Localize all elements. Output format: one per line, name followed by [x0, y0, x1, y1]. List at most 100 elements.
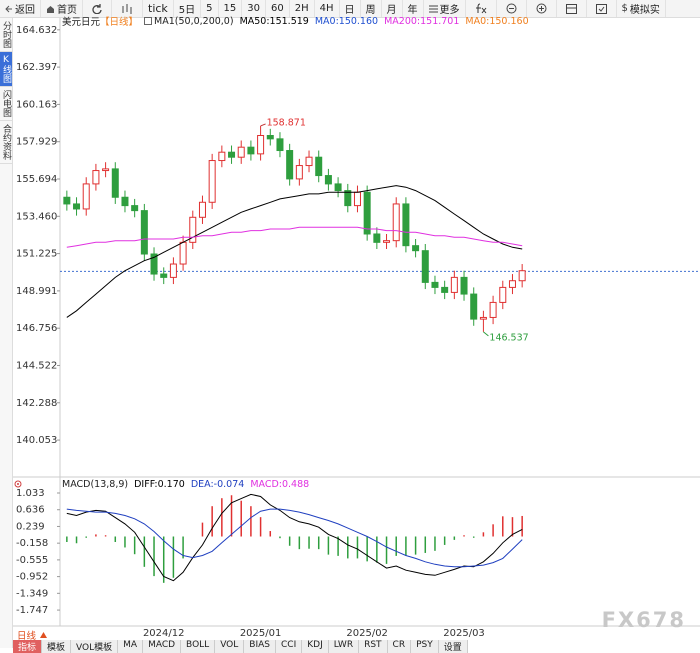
y-tick-label: 153.460 — [16, 211, 57, 222]
period-button[interactable]: 月 — [382, 0, 403, 17]
period-button[interactable]: 60 — [266, 0, 290, 17]
y-tick-label: 140.053 — [16, 435, 57, 446]
period-button[interactable]: 年 — [403, 0, 424, 17]
macd-icon — [14, 480, 22, 488]
period-label: 【日线】 — [100, 17, 139, 28]
macd-line — [66, 508, 523, 568]
more-button[interactable]: 更多 — [424, 0, 466, 17]
y-tick-label: -1.747 — [16, 605, 48, 616]
sidebar-tab[interactable]: 合约资料 — [0, 121, 12, 164]
period-button[interactable]: 5日 — [174, 0, 202, 17]
low-annotation: 146.537 — [489, 332, 528, 343]
y-tick-label: -0.555 — [16, 555, 48, 566]
button-label: 年 — [407, 5, 418, 16]
indicator-tab[interactable]: 设置 — [438, 640, 468, 653]
indicator-tab[interactable]: MACD — [143, 640, 182, 653]
sidebar-tab[interactable]: K线图 — [0, 52, 12, 87]
window-button[interactable] — [587, 0, 617, 17]
period-button[interactable]: 周 — [361, 0, 382, 17]
macd-line — [66, 493, 523, 582]
zoom-out-button[interactable] — [497, 0, 527, 17]
candle-body — [92, 170, 100, 185]
button-label: 月 — [386, 5, 397, 16]
period-button[interactable]: 5 — [201, 0, 219, 17]
candle-body — [276, 138, 284, 152]
button-label: tick — [148, 2, 168, 15]
tick-button[interactable]: tick — [143, 0, 174, 17]
candle-body — [237, 146, 245, 158]
candle-body — [160, 273, 168, 278]
layout-icon — [565, 3, 577, 14]
candle-body — [189, 216, 197, 243]
indicator-tab[interactable]: VOL模板 — [71, 640, 119, 653]
candle-body — [208, 160, 216, 203]
y-tick-label: 157.929 — [16, 137, 57, 148]
zoom-in-button[interactable] — [527, 0, 557, 17]
indicator-tab[interactable]: 模板 — [42, 640, 72, 653]
sidebar: 分时图 K线图 闪电图 合约资料 — [0, 18, 13, 648]
candle-body — [131, 205, 139, 212]
indicator-tab[interactable]: PSY — [411, 640, 439, 653]
candle-body — [102, 168, 110, 172]
y-tick-label: 142.288 — [16, 398, 57, 409]
indicator-tab[interactable]: BOLL — [181, 640, 216, 653]
y-tick-label: 151.225 — [16, 249, 57, 260]
candle-body — [257, 135, 265, 155]
period-selector[interactable]: 日线 — [13, 628, 48, 642]
formula-button[interactable] — [466, 0, 497, 17]
period-button[interactable]: 30 — [242, 0, 267, 17]
y-tick-label: 160.163 — [16, 99, 57, 110]
layout-button[interactable] — [557, 0, 587, 17]
indicator-tab[interactable]: KDJ — [302, 640, 329, 653]
legend-entry: MA50:151.519 — [239, 15, 309, 27]
candle-body — [460, 276, 468, 295]
candle-body — [518, 270, 526, 282]
candle-body — [470, 293, 478, 320]
y-tick-label: 155.694 — [16, 174, 57, 185]
candle-body — [402, 203, 410, 247]
home-button[interactable]: 首页 — [41, 0, 83, 17]
button-label: 5 — [206, 3, 213, 14]
period-button[interactable]: 日 — [340, 0, 361, 17]
indicator-tab[interactable]: 指标 — [13, 640, 43, 653]
period-button[interactable]: 4H — [315, 0, 340, 17]
y-tick-label: 146.756 — [16, 323, 57, 334]
dollar-icon: $ — [621, 3, 628, 14]
annotation-leader — [483, 331, 489, 337]
y-tick-label: 144.522 — [16, 360, 57, 371]
indicator-tab[interactable]: LWR — [328, 640, 360, 653]
button-label: 首页 — [57, 5, 77, 16]
candle-body — [73, 203, 81, 210]
refresh-button[interactable] — [83, 0, 112, 17]
candle-body — [111, 168, 119, 198]
indicator-title: MACD(13,8,9) — [62, 479, 129, 490]
indicator-tab[interactable]: RST — [359, 640, 388, 653]
candle-body — [421, 250, 429, 283]
indicator-tab[interactable]: BIAS — [244, 640, 276, 653]
legend-entry: MA0:150.160 — [314, 15, 379, 27]
x-tick-label: 2025/01 — [240, 628, 282, 639]
candle-body — [315, 156, 323, 177]
sidebar-tab[interactable]: 分时图 — [0, 18, 12, 52]
candle-body — [334, 183, 342, 192]
back-button[interactable]: 返回 — [0, 0, 41, 17]
indicator-tab[interactable]: MA — [118, 640, 144, 653]
annotation-leader — [260, 123, 266, 127]
chart-type-button[interactable] — [112, 0, 143, 17]
candle-body — [150, 253, 158, 275]
candle-body — [295, 165, 303, 180]
trade-button[interactable]: $ 模拟实 — [617, 0, 666, 17]
indicator-tab[interactable]: VOL — [215, 640, 245, 653]
candle-body — [218, 151, 226, 162]
candle-body — [373, 233, 381, 243]
indicator-tab[interactable]: CR — [387, 640, 412, 653]
sidebar-tab[interactable]: 闪电图 — [0, 87, 12, 121]
indicator-tab[interactable]: CCI — [276, 640, 303, 653]
button-label: 30 — [247, 3, 261, 14]
period-button[interactable]: 15 — [219, 0, 243, 17]
watermark: FX678 — [601, 608, 686, 632]
y-tick-label: -0.158 — [16, 538, 48, 549]
candle-body — [450, 276, 458, 293]
button-label: 5日 — [178, 5, 196, 16]
period-button[interactable]: 2H — [290, 0, 315, 17]
